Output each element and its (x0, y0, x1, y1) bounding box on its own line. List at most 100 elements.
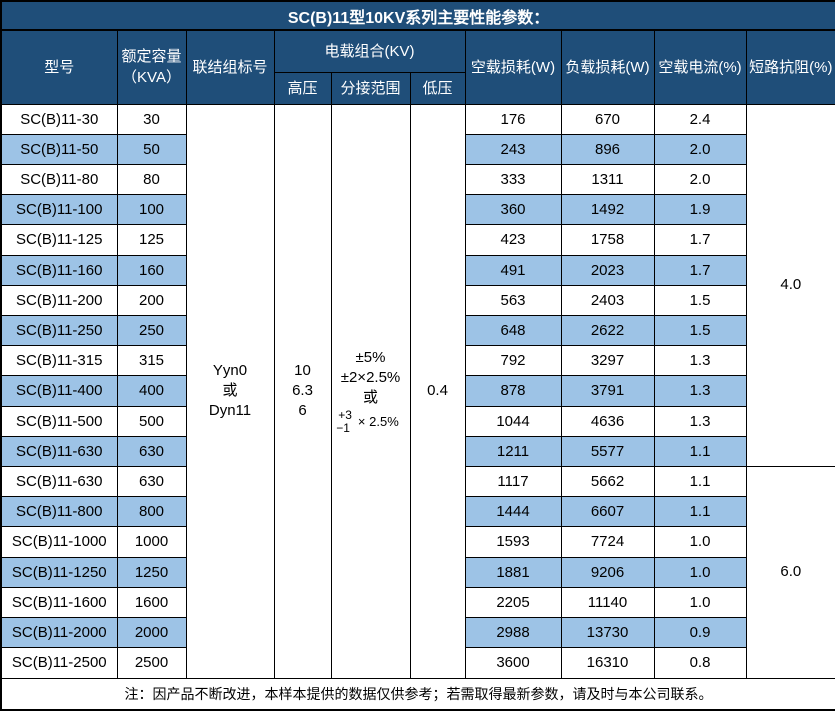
model-cell: SC(B)11-250 (0, 314, 118, 347)
load-loss-cell: 2023 (560, 254, 655, 286)
table-title: SC(B)11型10KV系列主要性能参数： (0, 0, 835, 31)
header-model: 型号 (0, 29, 118, 105)
model-cell: SC(B)11-400 (0, 375, 118, 407)
footnote: 注：因产品不断改进，本样本提供的数据仅供参考；若需取得最新参数，请及时与本公司联… (0, 677, 835, 711)
load-loss-cell: 3297 (560, 345, 655, 377)
model-cell: SC(B)11-200 (0, 284, 118, 316)
model-cell: SC(B)11-2000 (0, 616, 118, 649)
capacity-cell: 50 (116, 133, 187, 165)
load-loss-cell: 5662 (560, 465, 655, 498)
table-row: SC(B)11-1600 1600 2205 11140 1.0 (0, 586, 835, 618)
table-row: SC(B)11-160 160 491 2023 1.7 (0, 254, 835, 286)
header-row-1: 型号 额定容量 （KVA） 联结组标号 电载组合(KV) 空载损耗(W) 负载损… (0, 29, 835, 105)
header-connection-group: 联结组标号 (185, 29, 275, 105)
impedance-cell: 4.0 (745, 103, 835, 467)
capacity-cell: 1250 (116, 556, 187, 588)
no-load-current-cell: 1.5 (653, 314, 747, 347)
no-load-current-cell: 1.1 (653, 465, 747, 498)
no-load-current-cell: 0.8 (653, 647, 747, 679)
no-load-current-cell: 2.4 (653, 103, 747, 135)
load-loss-cell: 9206 (560, 556, 655, 588)
header-lv: 低压 (409, 71, 466, 105)
no-load-loss-cell: 1444 (464, 496, 562, 528)
load-loss-cell: 1492 (560, 194, 655, 226)
table-row: SC(B)11-125 125 423 1758 1.7 (0, 224, 835, 256)
tap-line: ±2×2.5% (340, 368, 401, 386)
model-cell: SC(B)11-125 (0, 224, 118, 256)
no-load-current-cell: 1.0 (653, 556, 747, 588)
no-load-current-cell: 1.0 (653, 526, 747, 558)
no-load-loss-cell: 2205 (464, 586, 562, 618)
note-row: 注：因产品不断改进，本样本提供的数据仅供参考；若需取得最新参数，请及时与本公司联… (0, 677, 835, 711)
table-row: SC(B)11-1250 1250 1881 9206 1.0 (0, 556, 835, 588)
no-load-current-cell: 1.1 (653, 435, 747, 467)
load-loss-cell: 16310 (560, 647, 655, 679)
model-cell: SC(B)11-1600 (0, 586, 118, 618)
no-load-loss-cell: 1211 (464, 435, 562, 467)
connection-line: Yyn0 (212, 362, 248, 379)
table-row: SC(B)11-2500 2500 3600 16310 0.8 (0, 647, 835, 679)
load-loss-cell: 1758 (560, 224, 655, 256)
load-loss-cell: 3791 (560, 375, 655, 407)
no-load-loss-cell: 648 (464, 314, 562, 347)
no-load-loss-cell: 1881 (464, 556, 562, 588)
capacity-cell: 630 (116, 465, 187, 498)
impedance-cell: 6.0 (745, 465, 835, 679)
header-row-2: 高压 分接范围 低压 (1, 71, 835, 105)
hv-cell: 10 6.3 6 (273, 103, 332, 679)
header-impedance: 短路抗阻(%) (745, 29, 835, 105)
no-load-loss-cell: 2988 (464, 616, 562, 649)
capacity-cell: 500 (116, 405, 187, 437)
capacity-cell: 100 (116, 194, 187, 226)
table-row: SC(B)11-250 250 648 2622 1.5 (0, 314, 835, 347)
capacity-cell: 200 (116, 284, 187, 316)
table-row: SC(B)11-30 30 Yyn0 或 Dyn11 10 6.3 6 ±5% ±2×2.5% 或 +… (0, 103, 835, 679)
model-cell: SC(B)11-80 (0, 163, 118, 196)
header-hv: 高压 (273, 71, 332, 105)
table-row: SC(B)11-500 500 1044 4636 1.3 (0, 405, 835, 437)
tap-fraction: +3 −1 × 2.5% (332, 407, 409, 435)
model-cell: SC(B)11-500 (0, 405, 118, 437)
tap-fraction-top: +3 (338, 407, 352, 422)
no-load-loss-cell: 360 (464, 194, 562, 226)
table-row: SC(B)11-630 630 1211 5577 1.1 (0, 435, 835, 467)
table-row: SC(B)11-100 100 360 1492 1.9 (0, 194, 835, 226)
tap-fraction-bottom: −1 (336, 420, 350, 435)
no-load-current-cell: 1.0 (653, 586, 747, 618)
lv-cell: 0.4 (409, 103, 466, 679)
capacity-cell: 2500 (116, 647, 187, 679)
capacity-cell: 30 (116, 103, 187, 135)
table-row: SC(B)11-200 200 563 2403 1.5 (0, 284, 835, 316)
hv-line: 6 (298, 402, 307, 419)
no-load-current-cell: 1.3 (653, 375, 747, 407)
no-load-loss-cell: 333 (464, 163, 562, 196)
header-capacity: 额定容量 （KVA） (116, 29, 187, 105)
capacity-cell: 2000 (116, 616, 187, 649)
no-load-loss-cell: 792 (464, 345, 562, 377)
no-load-current-cell: 1.7 (653, 254, 747, 286)
no-load-loss-cell: 878 (464, 375, 562, 407)
capacity-cell: 160 (116, 254, 187, 286)
model-cell: SC(B)11-50 (0, 133, 118, 165)
load-loss-cell: 896 (560, 133, 655, 165)
no-load-current-cell: 1.5 (653, 284, 747, 316)
header-no-load-loss: 空载损耗(W) (464, 29, 562, 105)
model-cell: SC(B)11-1000 (0, 526, 118, 558)
model-cell: SC(B)11-160 (0, 254, 118, 286)
model-cell: SC(B)11-30 (0, 103, 118, 135)
header-load-loss: 负载损耗(W) (560, 29, 655, 105)
no-load-loss-cell: 176 (464, 103, 562, 135)
load-loss-cell: 7724 (560, 526, 655, 558)
load-loss-cell: 5577 (560, 435, 655, 467)
no-load-loss-cell: 243 (464, 133, 562, 165)
no-load-current-cell: 1.3 (653, 345, 747, 377)
table-row: SC(B)11-400 400 878 3791 1.3 (0, 375, 835, 407)
tap-line: 或 (362, 388, 378, 406)
no-load-current-cell: 0.9 (653, 616, 747, 649)
capacity-cell: 1000 (116, 526, 187, 558)
no-load-current-cell: 1.9 (653, 194, 747, 226)
tap-fraction-suffix: × 2.5% (357, 413, 399, 429)
header-voltage-group: 电载组合(KV) (273, 29, 466, 73)
